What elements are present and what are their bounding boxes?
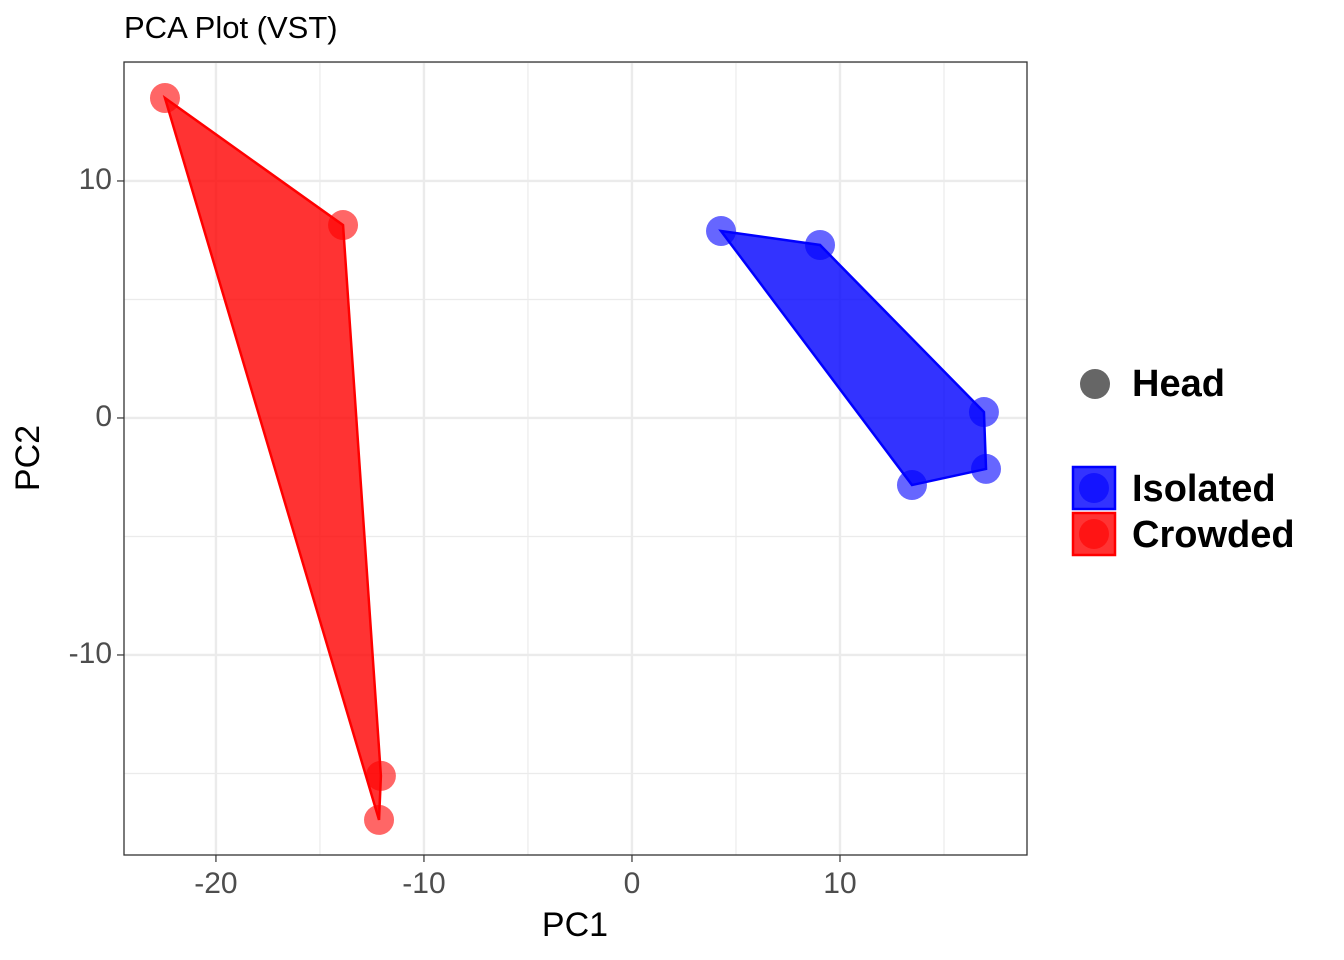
y-tick-label: 10	[79, 163, 112, 196]
y-tick-label: -10	[69, 637, 112, 670]
x-axis-label: PC1	[542, 906, 608, 944]
legend-key-point	[1079, 519, 1109, 549]
point	[971, 453, 1002, 484]
point	[365, 760, 396, 791]
hull	[718, 229, 988, 487]
point	[896, 470, 927, 501]
y-tick-label: 0	[95, 400, 112, 433]
x-tick-label: -20	[194, 867, 237, 900]
legend-label: Crowded	[1132, 514, 1295, 556]
point	[706, 215, 737, 246]
chart-title: PCA Plot (VST)	[124, 10, 338, 45]
legend-label: Head	[1132, 363, 1225, 405]
legend-shape	[1080, 369, 1110, 399]
legend-key-point	[1079, 473, 1109, 503]
point	[328, 210, 359, 241]
point	[805, 229, 836, 260]
x-tick-label: 10	[823, 867, 856, 900]
point	[149, 83, 180, 114]
y-axis-label: PC2	[9, 425, 47, 491]
x-tick-label: -10	[402, 867, 445, 900]
plot-border	[123, 61, 1028, 856]
point	[968, 397, 999, 428]
x-tick-label: 0	[624, 867, 641, 900]
point	[364, 804, 395, 835]
legend-label: Isolated	[1132, 468, 1276, 510]
